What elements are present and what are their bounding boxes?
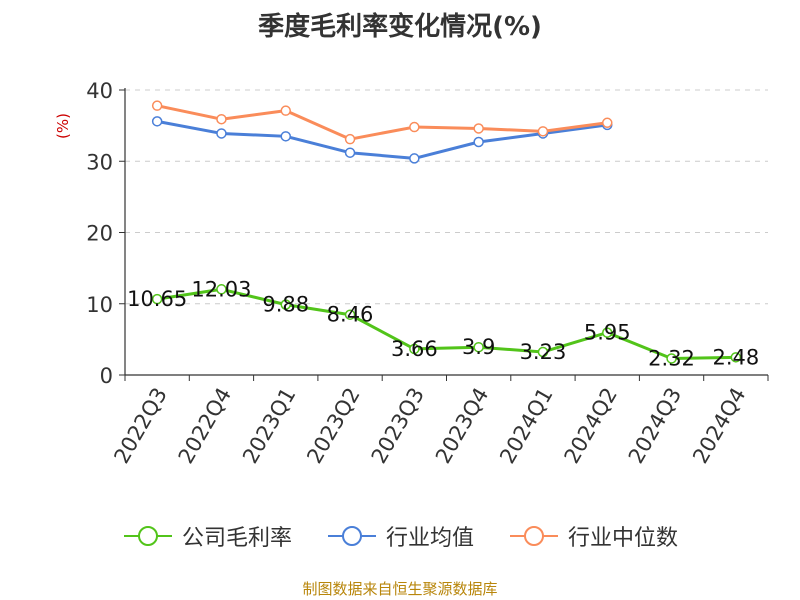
data-point [344,133,356,145]
data-label-layer: 10.65 12.03 9.88 8.46 3.66 3.9 3.23 5.95 2.32 2.4… [127,277,759,370]
data-point [344,309,356,320]
data-label: 5.95 [584,321,631,345]
data-point [216,284,227,295]
x-tick-label: 2023Q2 [302,384,364,468]
legend-label: 行业中位数 [568,526,679,551]
grid-layer [125,89,768,305]
y-axis-label: (%) [54,113,72,139]
data-point [151,100,163,111]
data-label: 10.65 [127,287,187,311]
legend-label: 公司毛利率 [181,526,292,551]
data-point [473,341,484,353]
data-point [473,123,484,134]
data-point [151,293,163,305]
y-tick-label: 40 [86,79,113,103]
legend-marker-icon [123,526,172,546]
y-tick-label: 30 [86,150,113,174]
data-label: 3.9 [462,335,495,359]
x-tick-label: 2023Q4 [431,384,493,468]
source-note: 制图数据来自恒生聚源数据库 [302,580,498,598]
x-tick-label: 2024Q2 [560,384,622,468]
x-tick-label: 2022Q3 [109,384,171,468]
data-label: 8.46 [327,303,374,327]
data-point [537,126,549,137]
x-tick-label: 2024Q1 [495,384,557,468]
data-label: 3.23 [520,340,567,364]
data-label: 9.88 [262,293,309,317]
x-tick-label: 2024Q4 [688,384,750,468]
data-point [344,147,356,158]
series-line [156,287,736,360]
legend-marker-icon [327,526,376,546]
data-point [409,153,420,164]
data-point [280,131,291,142]
x-tick-label: 2023Q3 [367,384,429,468]
legend-marker-icon [510,526,558,546]
legend-item: 行业中位数 [508,520,678,552]
data-point [666,353,677,364]
data-point [602,117,613,129]
data-label: 3.66 [391,337,438,361]
x-tick-label: 2022Q4 [174,384,236,468]
x-tick-label: 2024Q3 [624,384,686,468]
data-point [473,136,484,148]
data-point [537,346,549,358]
data-label: 12.03 [191,277,251,301]
legend-item: 公司毛利率 [122,520,292,552]
data-point [151,116,163,127]
chart-title: 季度毛利率变化情况(%) [258,12,542,42]
data-point [216,128,227,139]
data-label: 2.48 [712,345,759,369]
y-tick-label: 20 [86,222,113,246]
data-point [409,343,420,355]
legend-item: 行业均值 [326,520,474,552]
data-point [730,352,742,363]
legend-label: 行业均值 [385,526,474,551]
data-point [216,113,227,125]
data-point [602,327,613,338]
data-point [280,105,291,116]
series-line [156,104,608,141]
y-tick-label: 10 [86,293,113,317]
data-point [280,299,291,310]
data-label: 2.32 [648,346,695,370]
y-tick-label: 0 [100,364,113,388]
x-tick-label: 2023Q1 [238,384,300,468]
legend: 公司毛利率 行业均值 行业中位数 [0,520,800,552]
data-point [409,121,420,133]
series-line [156,119,608,160]
series-layer [151,100,742,364]
